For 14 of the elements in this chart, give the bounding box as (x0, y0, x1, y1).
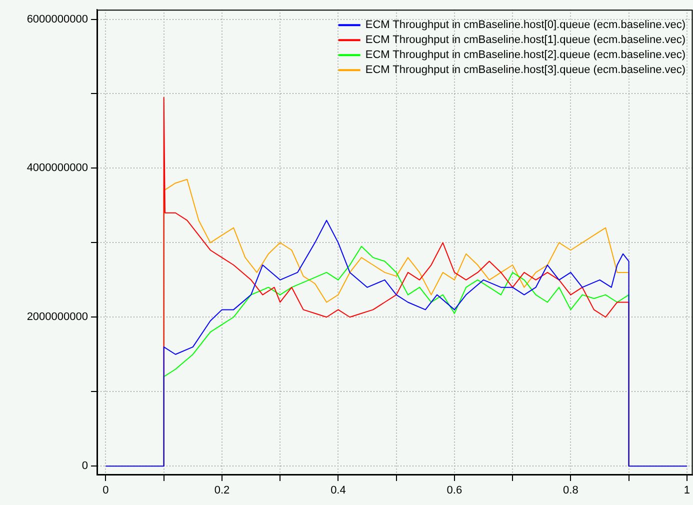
x-tick-label: 0.6 (446, 484, 462, 497)
x-tick-label: 0.2 (214, 484, 230, 497)
legend-label: ECM Throughput in cmBaseline.host[3].queue (ecm.baseline.vec) (365, 64, 686, 76)
legend-label: ECM Throughput in cmBaseline.host[0].queue (ecm.baseline.vec) (365, 19, 686, 32)
y-tick-label: 2000000000 (26, 311, 88, 324)
y-tick-label: 6000000000 (26, 13, 88, 26)
legend-label: ECM Throughput in cmBaseline.host[1].queue (ecm.baseline.vec) (365, 34, 686, 46)
y-tick-label: 4000000000 (26, 162, 88, 174)
x-tick-label: 1 (684, 484, 690, 497)
y-tick-label: 0 (82, 460, 88, 472)
x-tick-label: 0 (102, 484, 109, 497)
x-tick-label: 0.4 (330, 484, 346, 497)
x-tick-label: 0.8 (563, 484, 578, 497)
legend-label: ECM Throughput in cmBaseline.host[2].queue (ecm.baseline.vec) (365, 49, 686, 62)
